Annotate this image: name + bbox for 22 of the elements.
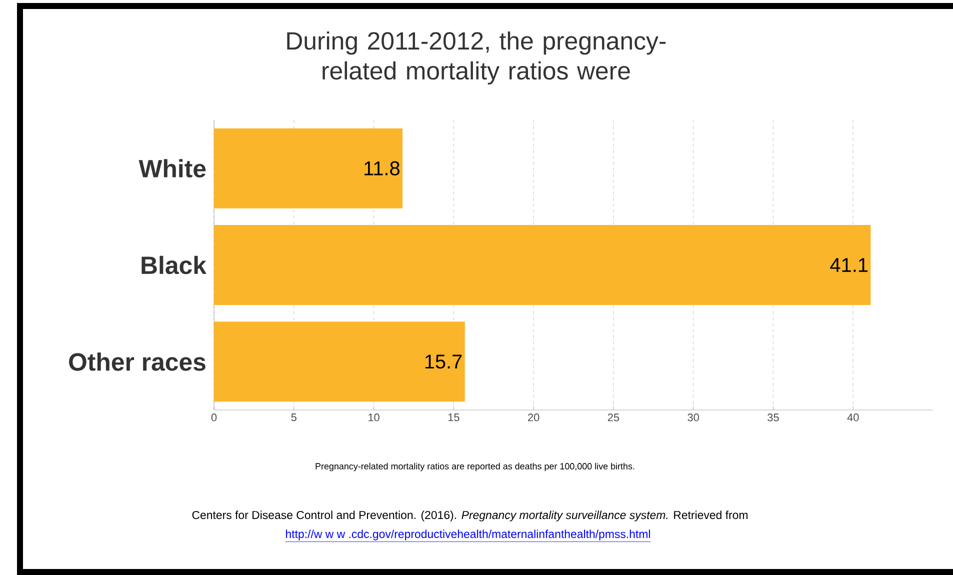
x-tick-label: 10 — [368, 414, 380, 422]
x-tick-label: 5 — [291, 414, 296, 422]
text: http://w w w .cdc.gov/reproductivehealth/maternalinfanthealth/pmss.html — [286, 530, 650, 540]
x-tick-label: 20 — [528, 414, 540, 422]
data-label: 11.8 — [364, 161, 400, 176]
x-tick-label: 40 — [847, 414, 859, 422]
bar — [214, 322, 465, 402]
chart-title: During 2011-2012, the pregnancy-related mortality ratios were — [287, 31, 666, 85]
y-tick-label: Black — [142, 256, 206, 274]
text: Centers for Disease Control and Prevention. (2016). Pregnancy mortality surveillance system. Retrieved from — [192, 510, 748, 522]
data-label: 15.7 — [425, 354, 462, 369]
y-tick-label: White — [138, 159, 206, 178]
x-tick-label: 25 — [608, 414, 620, 422]
x-tick-label: 30 — [688, 414, 699, 422]
x-tick-label: 15 — [448, 414, 460, 422]
data-label: 41.1 — [830, 258, 868, 272]
x-tick-label: 35 — [768, 414, 779, 422]
text: Pregnancy-related mortality ratios are reported as deaths per 100,000 live births. — [316, 462, 634, 472]
bar — [214, 128, 403, 208]
y-tick-label: Other races — [69, 352, 206, 371]
bar — [214, 225, 871, 305]
x-tick-label: 0 — [211, 414, 217, 422]
